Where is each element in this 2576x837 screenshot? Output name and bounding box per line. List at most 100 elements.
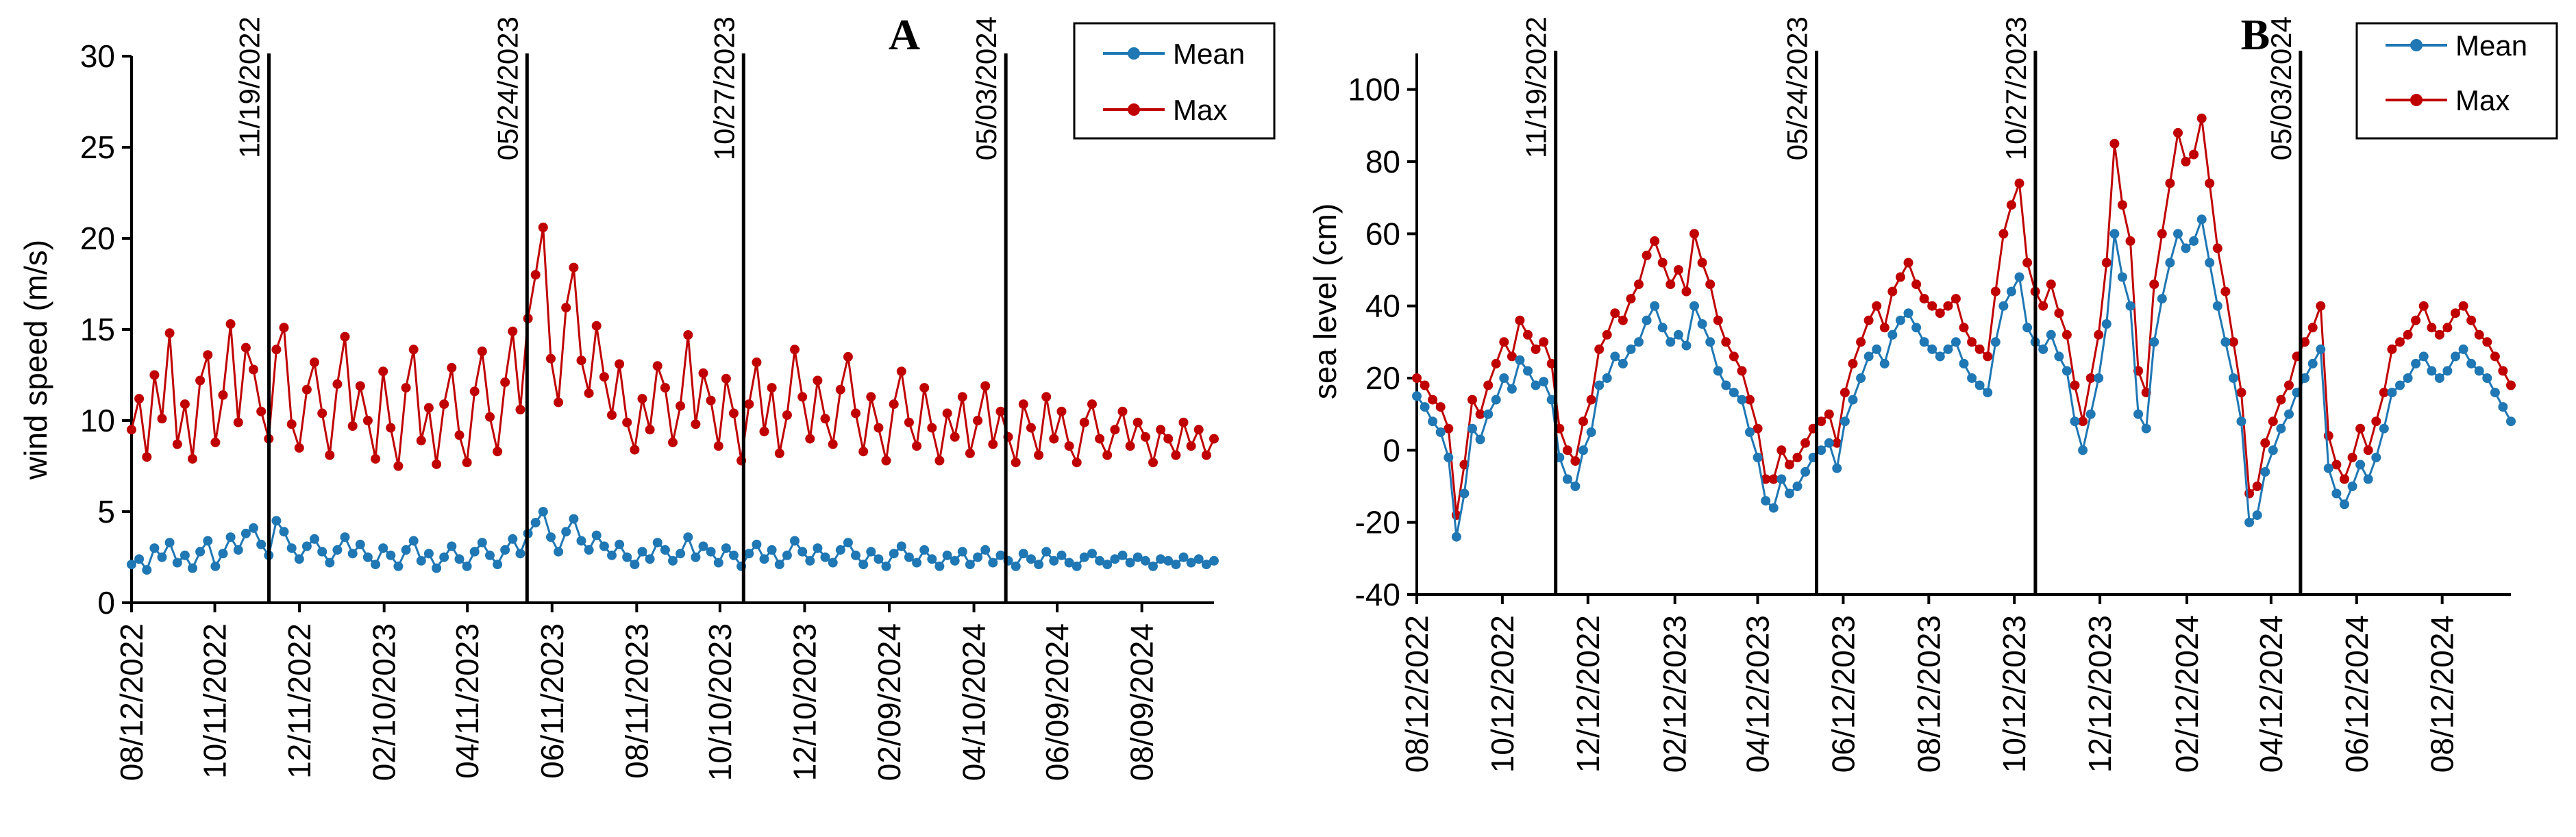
legend-marker-max [2410,94,2423,106]
data-point-max [179,399,190,410]
data-point-max [347,421,358,431]
data-point-max [599,372,609,382]
data-point-mean [1919,337,1929,347]
data-point-max [1776,445,1787,455]
x-tick-label: 10/12/2022 [1485,615,1520,773]
data-point-max [1515,315,1525,325]
data-point-max [134,394,145,404]
data-point-max [1705,279,1716,290]
data-point-mean [995,550,1006,560]
data-point-max [1148,458,1158,468]
data-point-max [1824,409,1834,419]
data-point-max [637,394,647,404]
data-point-max [1935,308,1945,318]
data-point-max [2498,366,2508,376]
data-point-max [332,379,343,389]
data-point-mean [660,545,670,555]
data-point-max [1998,229,2009,239]
data-point-max [2173,127,2183,138]
data-point-max [1034,450,1044,460]
data-point-mean [1539,377,1549,387]
data-point-mean [416,555,426,566]
data-point-mean [1792,482,1803,491]
data-point-max [584,388,594,399]
data-point-max [576,355,586,366]
data-point-max [1095,434,1105,444]
data-point-max [1618,315,1628,325]
data-point-max [904,417,914,427]
data-point-mean [218,549,228,559]
data-point-mean [2434,373,2444,383]
data-point-mean [1887,329,1898,340]
data-point-max [218,390,228,400]
data-point-max [2061,329,2072,340]
data-point-mean [362,552,373,562]
data-point-max [843,351,853,362]
data-point-max [301,384,312,395]
data-point-mean [2070,416,2080,427]
data-point-mean [957,547,967,557]
data-point-mean [2498,402,2508,412]
data-point-mean [2046,329,2056,340]
data-point-max [2181,157,2191,166]
data-point-mean [538,507,548,516]
x-tick-label: 10/12/2023 [1996,615,2032,773]
data-point-max [2229,337,2238,347]
data-point-max [2490,351,2500,362]
data-point-max [2506,380,2516,390]
data-point-max [1713,315,1723,325]
data-point-max [1650,236,1660,246]
data-point-max [1974,344,1985,354]
data-point-mean [980,545,991,555]
data-point-mean [2347,482,2357,491]
data-point-max [660,383,670,393]
data-point-max [439,399,449,410]
data-point-max [378,366,388,377]
data-point-max [1768,474,1779,484]
data-point-max [340,332,350,342]
data-point-max [980,381,991,391]
data-point-max [2395,337,2405,347]
data-point-mean [439,552,449,562]
data-point-mean [2109,229,2120,239]
data-point-mean [615,539,625,549]
data-point-mean [530,518,541,527]
data-point-max [477,346,487,356]
data-point-mean [2387,388,2397,398]
data-point-max [569,262,579,273]
data-point-mean [179,550,190,560]
x-tick-label: 08/09/2024 [1124,623,1160,781]
data-point-max [1435,402,1446,412]
data-point-max [1117,406,1128,416]
data-point-mean [1681,340,1692,351]
data-point-mean [134,554,145,564]
data-point-mean [767,545,777,555]
data-point-max [1125,441,1135,451]
data-point-mean [813,543,823,553]
data-point-mean [2355,460,2366,470]
data-point-max [1102,450,1113,460]
data-point-mean [188,563,197,573]
data-point-mean [2395,380,2405,390]
y-tick-label: 0 [97,585,115,621]
data-point-mean [2506,416,2516,427]
data-point-max [957,392,967,402]
data-point-mean [1087,549,1097,559]
data-point-mean [2189,236,2199,246]
data-point-mean [142,565,152,575]
data-point-max [874,423,884,433]
data-point-mean [1990,337,2001,347]
data-point-mean [2427,366,2437,376]
data-point-mean [2482,373,2492,383]
data-point-max [912,441,922,451]
panel-label: A [889,10,920,59]
data-point-max [1657,258,1668,268]
data-point-mean [2054,351,2064,362]
data-point-mean [1412,391,1422,401]
data-point-max [851,408,860,418]
data-point-mean [1026,554,1036,564]
data-point-mean [1840,416,1850,427]
data-point-max [279,323,289,333]
x-tick-label: 08/12/2022 [114,623,149,781]
data-point-max [1132,417,1143,427]
